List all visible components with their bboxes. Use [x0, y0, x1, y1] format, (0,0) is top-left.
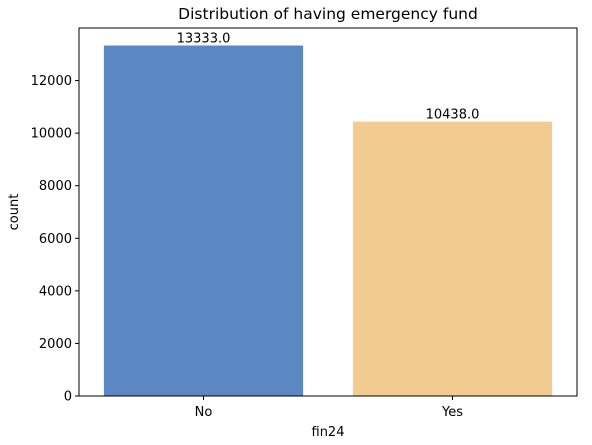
bar-value-label-no: 13333.0 [177, 32, 231, 47]
plot-frame [78, 27, 578, 397]
bars-layer: 13333.0 10438.0 [103, 32, 553, 397]
y-tick-label: 12000 [31, 74, 72, 89]
bar-yes [352, 121, 553, 397]
chart-title: Distribution of having emergency fund [178, 5, 478, 23]
bar-value-label-yes: 10438.0 [426, 108, 480, 123]
y-tick-label: 2000 [39, 337, 72, 352]
x-tick-label-no: No [195, 405, 213, 420]
y-tick-label: 0 [64, 390, 72, 405]
ticks-layer: No Yes 0 2000 4000 6000 8000 10000 12000 [31, 74, 464, 420]
y-tick-label: 6000 [39, 232, 72, 247]
y-tick-label: 10000 [31, 127, 72, 142]
bar-no [103, 45, 304, 396]
y-tick-label: 4000 [39, 284, 72, 299]
x-axis-label: fin24 [312, 425, 345, 440]
x-tick-label-yes: Yes [441, 405, 463, 420]
y-axis-label: count [7, 194, 22, 231]
y-tick-label: 8000 [39, 179, 72, 194]
